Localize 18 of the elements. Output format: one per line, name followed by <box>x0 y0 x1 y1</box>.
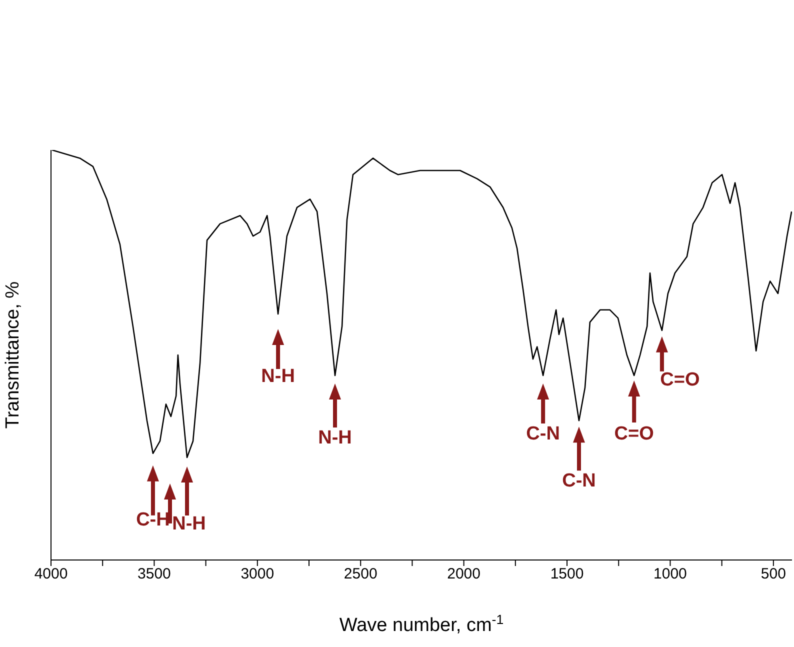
x-tick-label: 500 <box>760 566 786 583</box>
annotation: N-H <box>172 514 206 534</box>
y-axis-title: Transmittance, % <box>2 281 24 429</box>
x-tick-label: 3500 <box>138 566 171 583</box>
annotation: C-N <box>526 424 560 444</box>
x-tick-label: 1500 <box>550 566 584 583</box>
annotation: C=O <box>614 424 654 444</box>
annotation: N-H <box>318 428 352 448</box>
annotation: C-N <box>562 470 596 492</box>
x-tick-label: 1000 <box>654 566 687 583</box>
x-axis-title: Wave number, cm$^{-1}$ <box>339 612 504 636</box>
x-tick-label: 3000 <box>240 566 274 583</box>
x-tick-label: 4000 <box>34 566 68 583</box>
annotation: C-H <box>136 509 170 530</box>
x-tick-label: 2500 <box>344 566 378 583</box>
annotation: N-H <box>261 366 295 387</box>
x-tick-label: 2000 <box>447 566 480 583</box>
annotation: C=O <box>660 369 700 390</box>
